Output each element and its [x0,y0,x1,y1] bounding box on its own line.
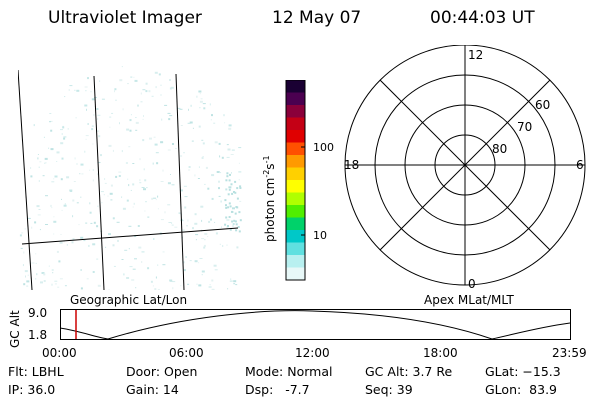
info-door: Door: Open [126,364,198,379]
info-dsp: Dsp: -7.7 [245,382,310,397]
colorbar-swatch [286,80,305,93]
info-mode: Mode: Normal [245,364,333,379]
track-time-1200: 12:00 [295,346,330,360]
colorbar-swatch [286,267,305,281]
info-filter: Flt: LBHL [8,364,64,379]
track-axis-label: GC Alt [8,310,22,348]
date-label: 12 May 07 [272,8,362,28]
track-y-top: 9.0 [28,306,48,320]
colorbar-tick-10: 10 [313,229,327,242]
colorbar-swatch [286,167,305,181]
instrument-title: Ultraviolet Imager [48,8,202,28]
info-seq: Seq: 39 [365,382,413,397]
header: Ultraviolet Imager 12 May 07 00:44:03 UT [0,8,600,32]
time-label: 00:44:03 UT [430,8,535,28]
track-time-2359: 23:59 [552,346,587,360]
colorbar-swatch [286,130,305,143]
track-y-bottom: 1.8 [28,328,48,342]
track-time-1800: 18:00 [423,346,458,360]
uv-emission-speckles [19,66,242,290]
colorbar-swatch [286,142,305,156]
mlt-label-0: 0 [468,277,476,291]
mlt-label-6: 6 [576,158,584,172]
colorbar-swatches [286,80,305,281]
colorbar-swatch [286,105,305,118]
lat-label-70: 70 [517,120,532,134]
colorbar-swatch [286,242,305,256]
colorbar-swatch [286,117,305,131]
colorbar-swatch [286,92,305,106]
track-title-apex: Apex MLat/MLT [424,293,514,307]
geographic-grid [18,69,239,290]
colorbar-swatch [286,255,305,268]
lat-label-60: 60 [535,98,550,112]
colorbar-swatch [286,205,305,218]
polar-mlat-mlt-plot: 12 18 6 0 60 70 80 [344,45,586,291]
uv-image-globe [18,66,242,290]
mlt-label-18: 18 [344,158,359,172]
info-glon: GLon: 83.9 [485,382,557,397]
track-title-geographic: Geographic Lat/Lon [70,293,188,307]
info-ip: IP: 36.0 [8,382,56,397]
colorbar-swatch [286,217,305,231]
colorbar: 100 10 [285,80,334,281]
track-time-0600: 06:00 [169,346,204,360]
info-gc-alt: GC Alt: 3.7 Re [365,364,453,379]
colorbar-unit-label: photon cm-2s-1 [262,155,277,242]
colorbar-tick-100: 100 [313,141,334,154]
track-time-0000: 00:00 [42,346,77,360]
mlt-label-12: 12 [468,48,483,62]
colorbar-swatch [286,155,305,168]
info-gain: Gain: 14 [126,382,179,397]
colorbar-swatch [286,180,305,193]
colorbar-swatch [286,230,305,243]
orbit-altitude-track [60,309,571,340]
info-glat: GLat: −15.3 [485,364,561,379]
colorbar-swatch [286,192,305,206]
lat-label-80: 80 [492,142,507,156]
